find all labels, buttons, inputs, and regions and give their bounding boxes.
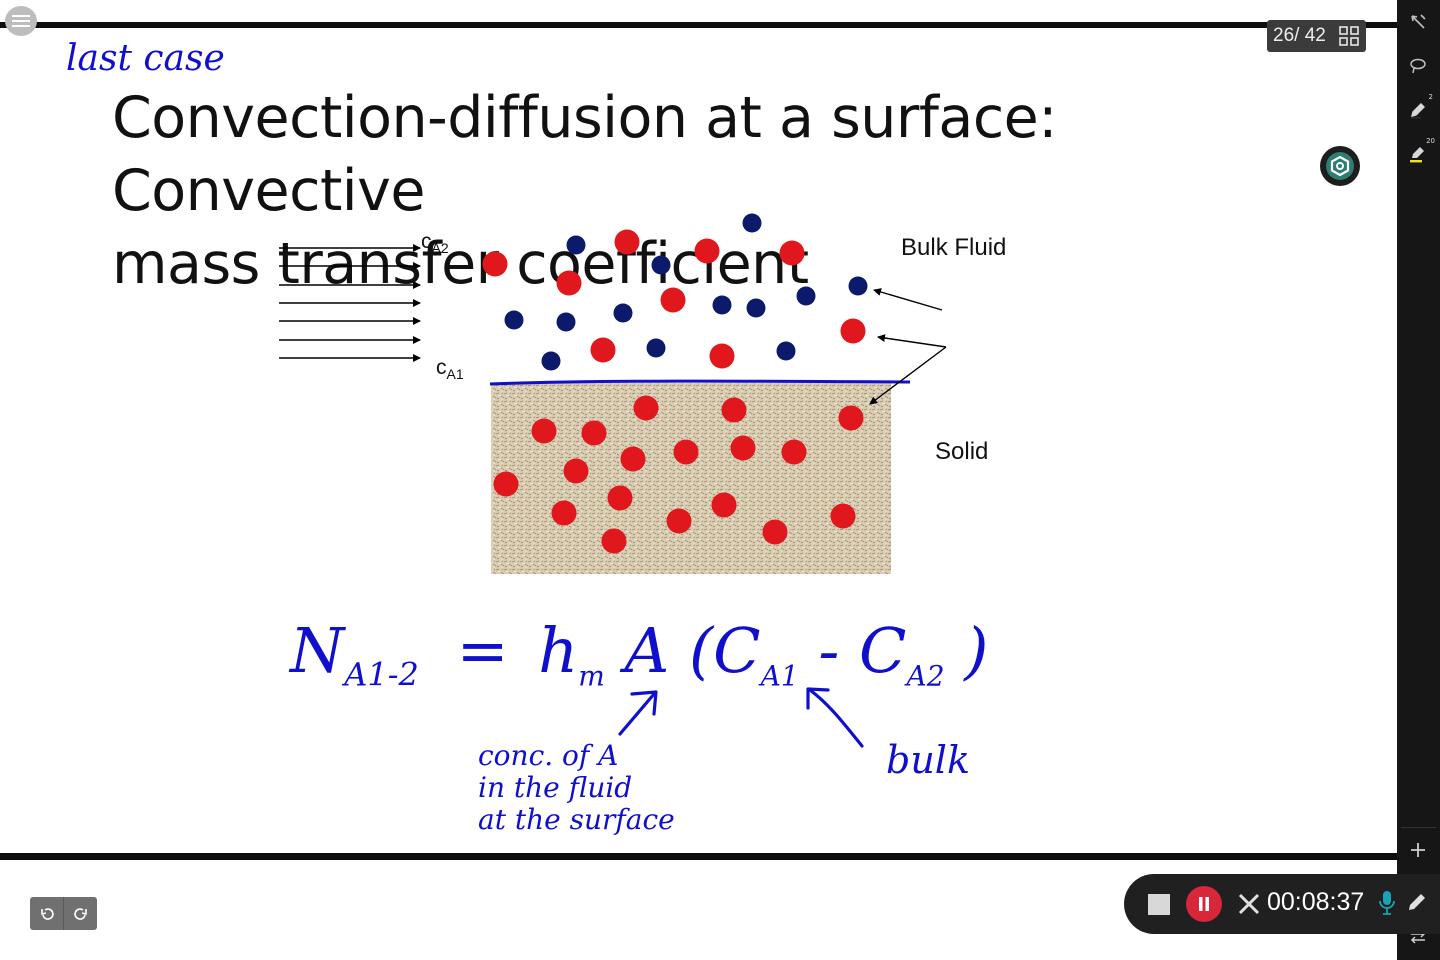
menu-button[interactable] xyxy=(5,6,37,36)
top-border xyxy=(0,22,1397,28)
toolbar-separator xyxy=(1401,827,1436,828)
zoom-in-button[interactable] xyxy=(1406,838,1430,862)
page-number: 26/ 42 xyxy=(1273,25,1326,46)
cancel-recording-button[interactable] xyxy=(1237,892,1261,920)
label-ca2: cA2 xyxy=(421,230,449,257)
plus-icon xyxy=(1411,843,1425,857)
recording-timer: 00:08:37 xyxy=(1267,888,1365,916)
solid-block xyxy=(491,383,891,574)
pointer-arrows xyxy=(869,288,947,405)
settings-hex-icon xyxy=(1326,152,1354,180)
undo-icon xyxy=(40,907,54,920)
redo-icon xyxy=(73,907,87,920)
handwritten-note-surface: conc. of A in the fluid at the surface xyxy=(478,739,675,836)
undo-button[interactable] xyxy=(30,897,64,930)
handwritten-arrows xyxy=(618,687,864,748)
highlighter-size-badge: 20 xyxy=(1426,137,1435,145)
page-counter[interactable]: 26/ 42 xyxy=(1267,20,1366,52)
lasso-tool[interactable] xyxy=(1406,54,1430,78)
mass-transfer-diagram xyxy=(279,213,947,748)
handwritten-note-bulk: bulk xyxy=(886,738,970,782)
highlighter-icon xyxy=(1410,147,1424,163)
microphone-button[interactable] xyxy=(1379,890,1395,920)
solid-red-particles xyxy=(493,395,864,554)
handwritten-formula: NA1-2 = hm A (CA1 - CA2 ) xyxy=(290,614,989,694)
draw-button[interactable] xyxy=(1406,891,1428,917)
microphone-icon xyxy=(1379,891,1395,915)
pen-size-badge: 2 xyxy=(1428,93,1433,101)
redo-button[interactable] xyxy=(64,897,97,930)
stop-recording-button[interactable] xyxy=(1148,894,1170,915)
pointer-tool[interactable] xyxy=(1406,10,1430,34)
fluid-red-particles xyxy=(482,229,866,369)
label-bulk-fluid: Bulk Fluid xyxy=(901,234,1007,261)
pause-icon xyxy=(1199,897,1209,911)
swap-arrows-icon xyxy=(1410,930,1426,944)
hamburger-menu-icon xyxy=(12,15,30,27)
pause-recording-button[interactable] xyxy=(1186,886,1222,922)
grid-view-icon[interactable] xyxy=(1339,26,1359,46)
slide-title-line-2: mass transfer coefficient xyxy=(112,231,809,297)
flow-arrows xyxy=(279,244,421,362)
fluid-navy-particles xyxy=(504,213,868,371)
pencil-icon xyxy=(1409,894,1425,910)
close-icon xyxy=(1238,893,1260,915)
label-ca1: cA1 xyxy=(436,356,464,383)
pen-tool[interactable]: 2 xyxy=(1406,93,1433,122)
handwritten-note-last-case: last case xyxy=(66,38,225,79)
right-toolbar: 2 20 xyxy=(1397,0,1440,960)
laser-pointer-icon xyxy=(1411,14,1426,29)
pen-icon xyxy=(1411,103,1425,119)
slide-title-line-1: Convection-diffusion at a surface: Conve… xyxy=(112,85,1057,224)
label-solid: Solid xyxy=(935,438,989,465)
lasso-icon xyxy=(1410,58,1426,74)
slide-title: Convection-diffusion at a surface: Conve… xyxy=(112,82,1352,301)
settings-button[interactable] xyxy=(1320,146,1360,186)
recording-controls: 00:08:37 xyxy=(1124,874,1440,934)
interface-line xyxy=(489,379,911,386)
bottom-border xyxy=(0,853,1397,860)
highlighter-tool[interactable]: 20 xyxy=(1406,137,1435,166)
undo-redo-group xyxy=(30,897,97,930)
swap-button[interactable] xyxy=(1406,925,1430,949)
